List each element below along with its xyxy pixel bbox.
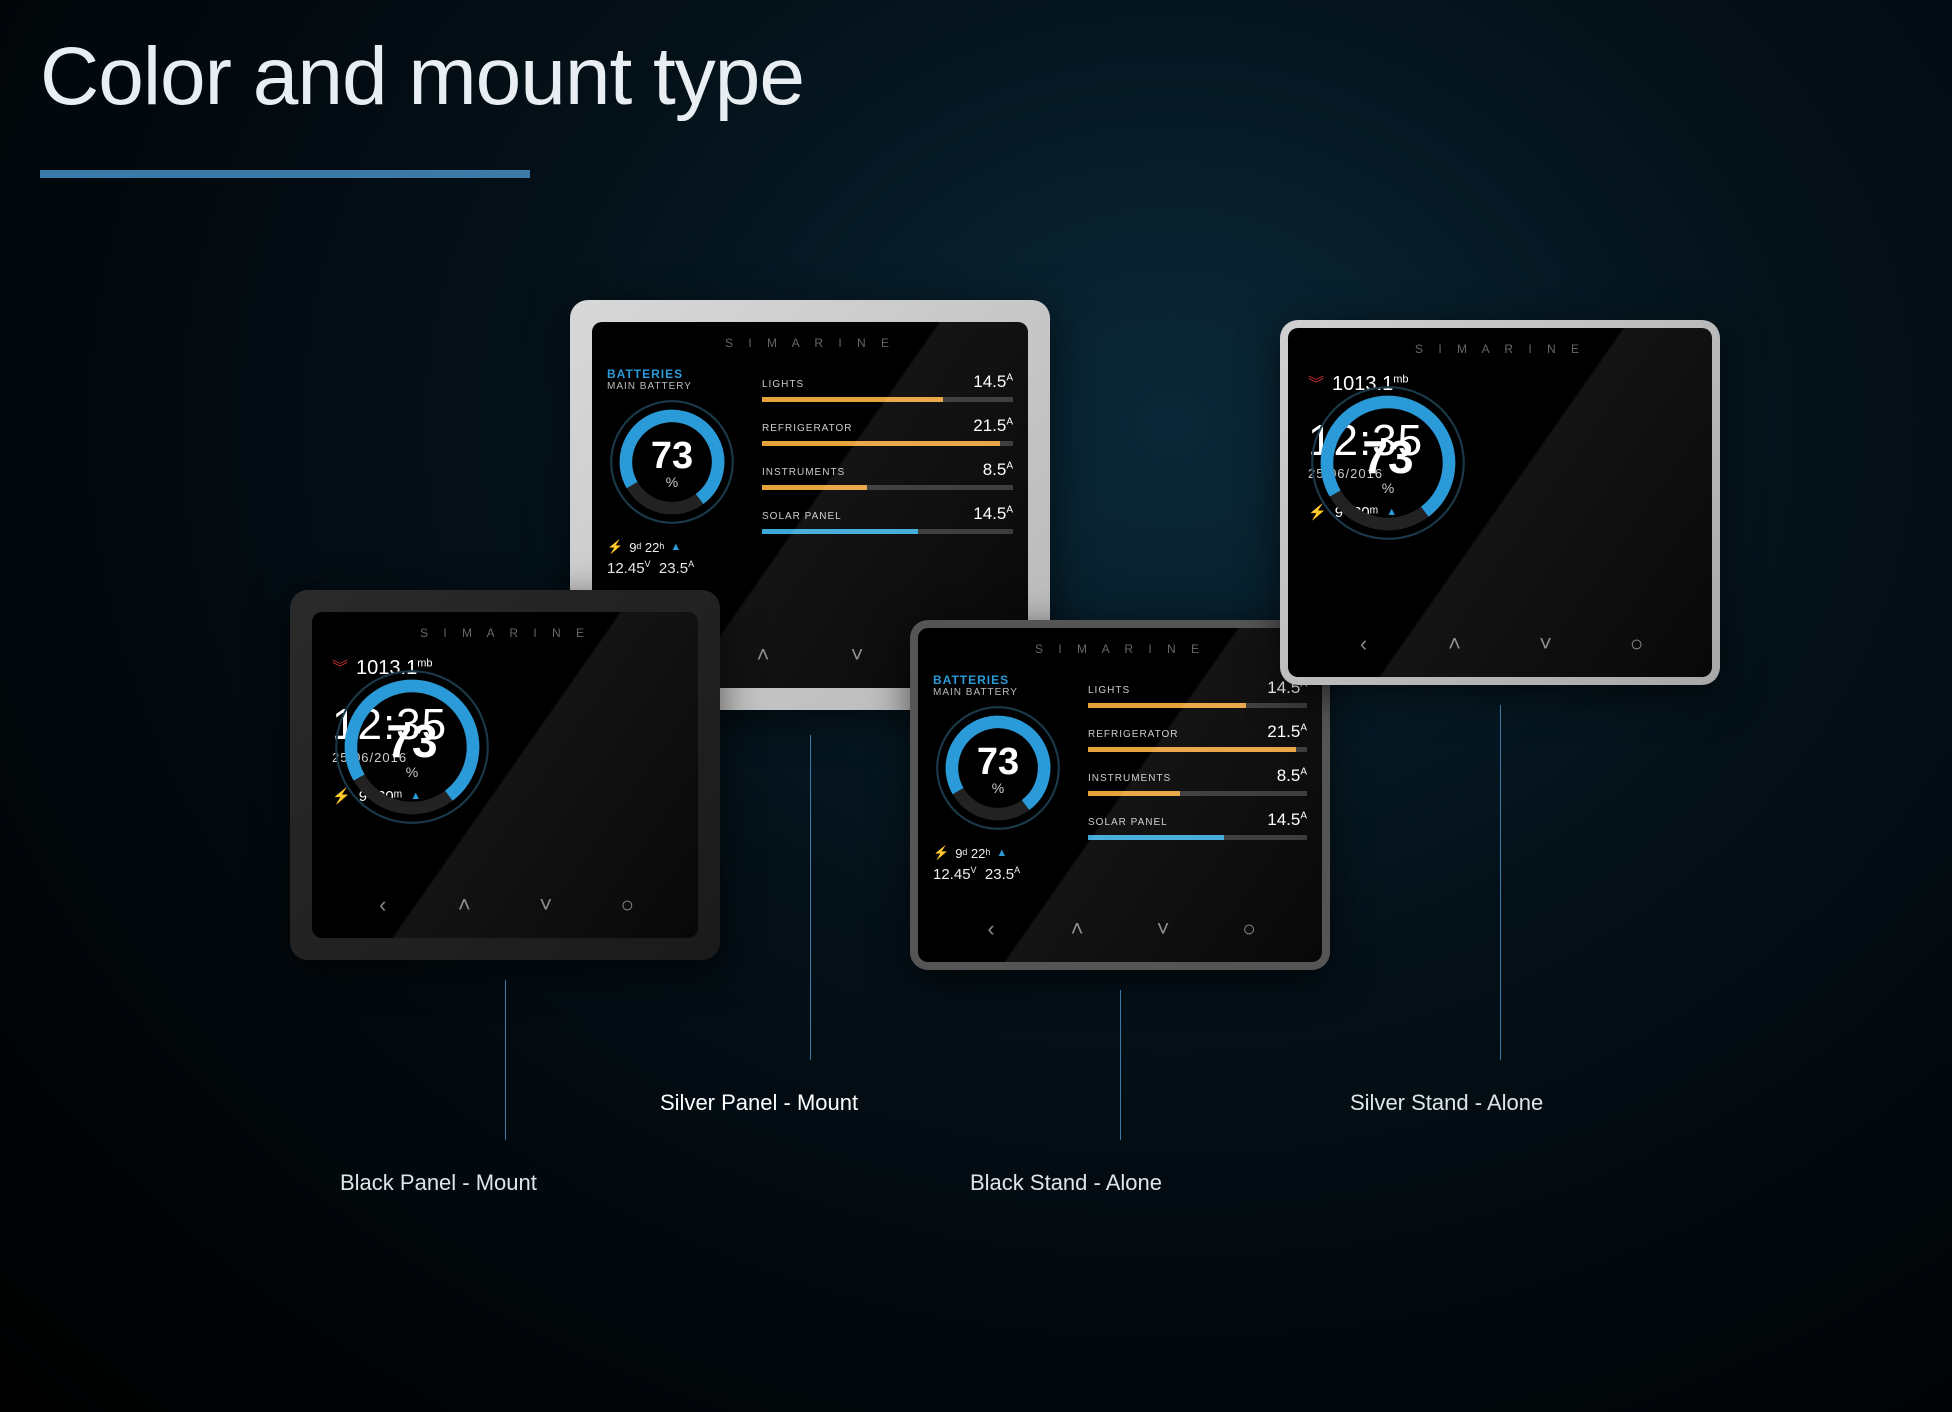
battery-gauge: 73 %: [607, 397, 737, 527]
nav-up-icon[interactable]: ˄: [1062, 914, 1092, 944]
device-nav: ‹ ˄ ˅ ○: [1288, 629, 1712, 659]
bar-value: 14.5A: [1267, 810, 1307, 830]
device-black-panel-mount: S I M A R I N E ︾ 1013.1mb 12:35 25/06/2…: [290, 590, 720, 960]
bar-label: INSTRUMENTS: [762, 467, 845, 478]
bar-row-1: REFRIGERATOR 21.5A: [1088, 722, 1307, 752]
device-bezel: S I M A R I N E ︾ 1013.1mb 12:35 25/06/2…: [1280, 320, 1720, 685]
nav-power-icon[interactable]: ○: [1234, 914, 1264, 944]
voltage-current: 12.45V 23.5A: [933, 865, 1020, 883]
device-screen[interactable]: S I M A R I N E ︾ 1013.1mb 12:35 25/06/2…: [312, 612, 698, 938]
gauge-percent: 73: [651, 435, 693, 478]
device-bezel: S I M A R I N E ︾ 1013.1mb 12:35 25/06/2…: [290, 590, 720, 960]
nav-back-icon[interactable]: ‹: [976, 914, 1006, 944]
nav-down-icon[interactable]: ˅: [531, 890, 561, 920]
bar-value: 14.5A: [973, 372, 1013, 392]
bar-track: [762, 485, 1013, 490]
bar-track: [762, 441, 1013, 446]
bar-value: 21.5A: [973, 416, 1013, 436]
device-nav: ‹ ˄ ˅ ○: [918, 914, 1322, 944]
device-bezel: S I M A R I N E BATTERIES MAIN BATTERY 7…: [910, 620, 1330, 970]
device-silver-stand-alone: S I M A R I N E ︾ 1013.1mb 12:35 25/06/2…: [1280, 320, 1720, 685]
bar-label: LIGHTS: [762, 379, 804, 390]
bar-track: [1088, 703, 1307, 708]
brand-label: S I M A R I N E: [918, 642, 1322, 656]
nav-down-icon[interactable]: ˅: [842, 640, 872, 670]
device-label-black-stand-alone: Black Stand - Alone: [970, 1170, 1162, 1196]
connector-line: [505, 980, 506, 1140]
bar-value: 8.5A: [1277, 766, 1307, 786]
nav-up-icon[interactable]: ˄: [449, 890, 479, 920]
bar-row-3: SOLAR PANEL 14.5A: [1088, 810, 1307, 840]
device-screen[interactable]: S I M A R I N E ︾ 1013.1mb 12:35 25/06/2…: [1288, 328, 1712, 677]
nav-power-icon[interactable]: ○: [1622, 629, 1652, 659]
device-black-stand-alone: S I M A R I N E BATTERIES MAIN BATTERY 7…: [910, 620, 1330, 970]
page-title: Color and mount type: [40, 30, 804, 124]
bar-row-2: INSTRUMENTS 8.5A: [762, 460, 1013, 490]
bar-track: [1088, 791, 1307, 796]
voltage-current: 12.45V 23.5A: [607, 559, 694, 577]
gauge-percent: 73: [1362, 430, 1413, 484]
nav-down-icon[interactable]: ˅: [1148, 914, 1178, 944]
gauge-percent-unit: %: [1382, 480, 1394, 496]
gauge-percent-unit: %: [666, 474, 678, 490]
load-bars: LIGHTS 14.5A REFRIGERATOR 21.5A INSTRUME…: [1088, 678, 1307, 840]
bolt-icon: ⚡: [933, 845, 949, 861]
bar-row-3: SOLAR PANEL 14.5A: [762, 504, 1013, 534]
bar-label: REFRIGERATOR: [762, 423, 853, 434]
bar-value: 14.5A: [973, 504, 1013, 524]
bar-row-2: INSTRUMENTS 8.5A: [1088, 766, 1307, 796]
bar-row-0: LIGHTS 14.5A: [1088, 678, 1307, 708]
connector-line: [1120, 990, 1121, 1140]
nav-up-icon[interactable]: ˄: [1440, 629, 1470, 659]
brand-label: S I M A R I N E: [312, 626, 698, 640]
battery-gauge: 73 %: [1308, 383, 1468, 543]
bolt-icon: ⚡: [607, 539, 623, 555]
bar-row-1: REFRIGERATOR 21.5A: [762, 416, 1013, 446]
bar-row-0: LIGHTS 14.5A: [762, 372, 1013, 402]
gauge-percent: 73: [386, 714, 437, 768]
bar-label: SOLAR PANEL: [1088, 817, 1168, 828]
bar-track: [1088, 747, 1307, 752]
nav-down-icon[interactable]: ˅: [1531, 629, 1561, 659]
title-underline: [40, 170, 530, 178]
bar-label: INSTRUMENTS: [1088, 773, 1171, 784]
bar-label: LIGHTS: [1088, 685, 1130, 696]
connector-line: [1500, 705, 1501, 1060]
nav-back-icon[interactable]: ‹: [1349, 629, 1379, 659]
battery-gauge: 73 %: [332, 667, 492, 827]
device-nav: ‹ ˄ ˅ ○: [312, 890, 698, 920]
nav-back-icon[interactable]: ‹: [368, 890, 398, 920]
runtime-line: ⚡ 9ᵈ 22ʰ ▲: [933, 845, 1020, 861]
runtime-line: ⚡ 9ᵈ 22ʰ ▲: [607, 539, 694, 555]
bar-track: [762, 397, 1013, 402]
bar-track: [1088, 835, 1307, 840]
load-bars: LIGHTS 14.5A REFRIGERATOR 21.5A INSTRUME…: [762, 372, 1013, 534]
connector-line: [810, 735, 811, 1060]
devices-area: S I M A R I N E BATTERIES MAIN BATTERY 7…: [240, 300, 1740, 1200]
nav-up-icon[interactable]: ˄: [748, 640, 778, 670]
bar-value: 8.5A: [983, 460, 1013, 480]
trend-up-icon: ▲: [996, 847, 1007, 859]
gauge-percent-unit: %: [406, 764, 418, 780]
gauge-percent-unit: %: [992, 780, 1004, 796]
bar-value: 21.5A: [1267, 722, 1307, 742]
device-label-black-panel-mount: Black Panel - Mount: [340, 1170, 537, 1196]
bar-label: REFRIGERATOR: [1088, 729, 1179, 740]
gauge-percent: 73: [977, 741, 1019, 784]
device-label-silver-stand-alone: Silver Stand - Alone: [1350, 1090, 1543, 1116]
bar-track: [762, 529, 1013, 534]
trend-up-icon: ▲: [670, 541, 681, 553]
brand-label: S I M A R I N E: [592, 336, 1028, 350]
bar-label: SOLAR PANEL: [762, 511, 842, 522]
device-screen[interactable]: S I M A R I N E BATTERIES MAIN BATTERY 7…: [918, 628, 1322, 962]
device-label-silver-panel-mount: Silver Panel - Mount: [660, 1090, 858, 1116]
battery-gauge: 73 %: [933, 703, 1063, 833]
brand-label: S I M A R I N E: [1288, 342, 1712, 356]
nav-power-icon[interactable]: ○: [612, 890, 642, 920]
